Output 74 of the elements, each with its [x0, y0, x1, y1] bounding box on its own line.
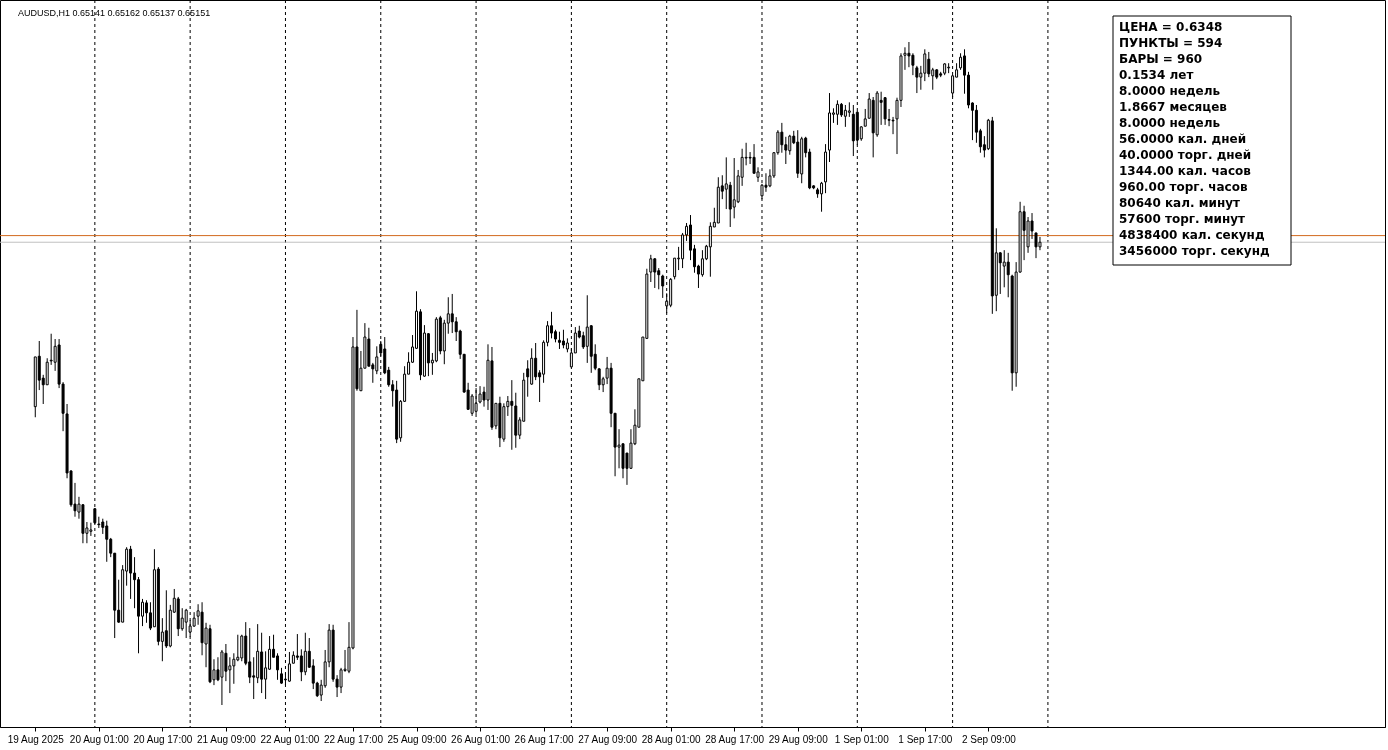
candlestick [764, 172, 768, 193]
candlestick [287, 651, 291, 683]
text: 8.0000 недель [1119, 84, 1221, 98]
candlestick [550, 311, 554, 339]
x-tick-label: 27 Aug 09:00 [578, 733, 638, 745]
text: 57600 торг. минут [1119, 212, 1246, 226]
x-tick-label: 25 Aug 09:00 [387, 733, 447, 745]
x-tick-label: 26 Aug 01:00 [451, 733, 511, 745]
x-tick-label: 19 Aug 2025 [7, 733, 65, 745]
candlestick [276, 652, 280, 681]
candlestick [820, 181, 824, 213]
x-tick-label: 1 Sep 17:00 [898, 733, 953, 745]
x-tick-label: 1 Sep 01:00 [834, 733, 890, 745]
text: 80640 кал. минут [1119, 196, 1241, 210]
candlestick [700, 249, 704, 278]
candlestick [835, 99, 839, 126]
candlestick [561, 329, 565, 349]
candlestick [299, 648, 303, 682]
x-tick-label: 29 Aug 09:00 [768, 733, 829, 745]
text: 3456000 торг. секунд [1119, 244, 1270, 258]
candlestick [927, 51, 931, 78]
x-tick-label: 2 Sep 09:00 [961, 733, 1017, 745]
x-tick-label: 22 Aug 01:00 [260, 733, 320, 745]
candlestick [184, 608, 188, 639]
text: 8.0000 недель [1119, 116, 1221, 130]
candlestick [228, 656, 232, 694]
text: 960.00 торг. часов [1119, 180, 1248, 194]
text: ПУНКТЫ = 594 [1119, 36, 1223, 50]
x-tick-label: 21 Aug 09:00 [196, 733, 257, 745]
candlestick [653, 257, 657, 289]
candlestick [248, 627, 252, 684]
candlestick [264, 650, 268, 700]
candlestick [649, 254, 653, 283]
candlestick [673, 257, 677, 280]
candlestick [843, 104, 847, 128]
candlestick [45, 357, 49, 386]
candlestick [1006, 252, 1010, 298]
text: БАРЫ = 960 [1119, 52, 1203, 66]
text: ЦЕНА = 0.6348 [1119, 20, 1223, 34]
candlestick [724, 156, 728, 210]
candlestick [534, 342, 538, 381]
x-tick-label: 26 Aug 17:00 [514, 733, 574, 745]
candlestick [49, 333, 53, 366]
candlestick [129, 545, 133, 600]
candlestick [974, 104, 978, 144]
x-tick-label: 22 Aug 17:00 [323, 733, 384, 745]
candlestick [105, 520, 109, 563]
x-tick-label: 28 Aug 01:00 [641, 733, 702, 745]
chart-title: AUDUSD,H1 0.65141 0.65162 0.65137 0.65151 [18, 8, 211, 18]
text: 4838400 кал. секунд [1119, 228, 1265, 242]
candlestick [708, 221, 712, 278]
candlestick [1038, 236, 1042, 251]
candlestick [585, 294, 589, 364]
candlestick [526, 359, 530, 398]
text: 56.0000 кал. дней [1119, 132, 1247, 146]
candlestick [923, 48, 927, 82]
candlestick [728, 181, 732, 228]
candlestick [998, 251, 1002, 295]
candlestick [1002, 249, 1006, 288]
x-tick-label: 20 Aug 01:00 [69, 733, 130, 745]
candlestick [450, 293, 454, 334]
candlestick [240, 634, 244, 662]
candlestick [510, 379, 514, 451]
text: 1.8667 месяцев [1119, 100, 1228, 114]
x-tick-label: 28 Aug 17:00 [705, 733, 765, 745]
candlestick [732, 157, 736, 219]
x-tick-label: 20 Aug 17:00 [133, 733, 193, 745]
text: 40.0000 торг. дней [1119, 148, 1252, 162]
candlestick [303, 632, 307, 676]
candlestick [164, 589, 168, 649]
candlestick [883, 96, 887, 126]
candlestick [375, 345, 379, 375]
text: 1344.00 кал. часов [1119, 164, 1252, 178]
text: 0.1534 лет [1119, 68, 1194, 82]
